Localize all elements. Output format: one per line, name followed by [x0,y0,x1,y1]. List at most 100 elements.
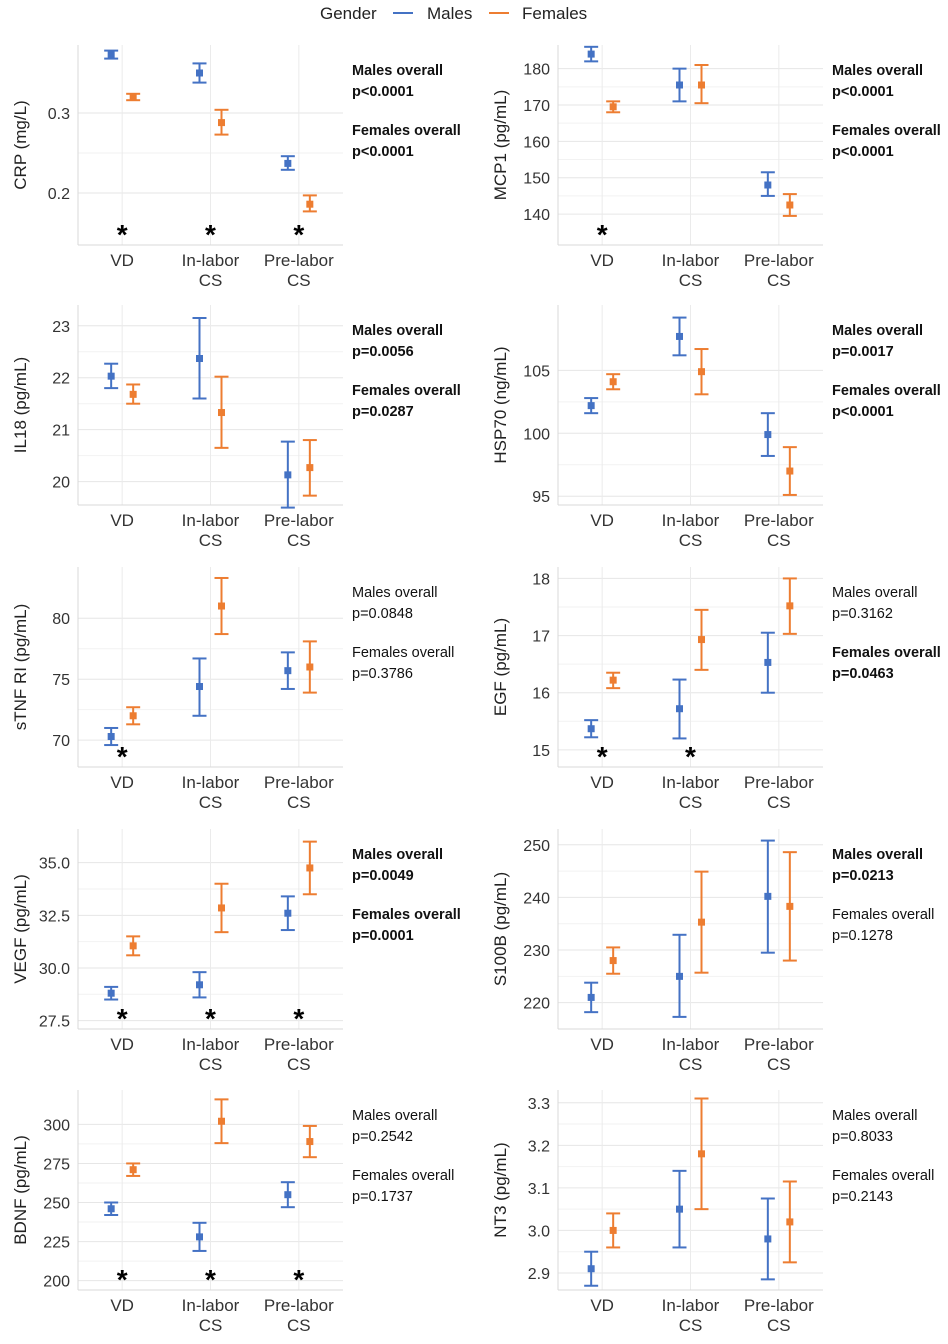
mean-point-males [196,1233,203,1241]
y-tick-label: 220 [523,996,550,1013]
x-tick-label: VD [590,511,614,530]
mean-point-females [609,1226,617,1234]
y-tick-label: 105 [523,363,550,380]
annotation-pvalue: p=0.0463 [832,666,894,682]
x-tick-label: VD [590,1035,614,1054]
x-tick-label: In-labor CS [662,251,720,290]
mean-point-females [698,1150,705,1158]
annotation-pvalue: p<0.0001 [352,84,414,100]
annotation-label: Females overall [832,383,941,399]
annotation-label: Females overall [352,645,454,661]
y-tick-label: 160 [523,134,550,151]
y-axis-label: BDNF (pg/mL) [11,1135,30,1245]
annotation-label: Males overall [352,323,443,339]
x-tick-label: VD [590,773,614,792]
annotation-pvalue: p<0.0001 [832,84,894,100]
annotation-pvalue: p=0.8033 [832,1129,893,1145]
mean-point-males [284,667,292,675]
significance-star: * [597,219,608,250]
mean-point-females [218,602,225,610]
mean-point-females [786,201,794,209]
y-tick-label: 225 [43,1235,70,1252]
mean-point-females [306,663,314,671]
x-tick-label: Pre-labor CS [264,1035,334,1074]
annotation-pvalue: p=0.0287 [352,404,414,420]
y-tick-label: 250 [523,838,550,855]
mean-point-males [107,51,115,59]
annotation-pvalue: p=0.0017 [832,344,894,360]
x-tick-label: Pre-labor CS [744,511,814,550]
significance-star: * [117,219,128,250]
mean-point-males [676,1205,683,1213]
x-tick-label: In-labor CS [182,251,240,290]
significance-star: * [685,741,696,772]
annotation-label: Males overall [352,1108,437,1124]
significance-star: * [293,1264,304,1295]
significance-star: * [293,1003,304,1034]
mean-point-females [129,390,137,398]
mean-point-females [218,1117,225,1125]
legend-males-label: Males [427,4,472,23]
chart-panel-5: 70 75 80 VD In-labor CS Pre-labor CS sTNF RI (pg… [11,567,454,812]
mean-point-females [609,676,617,684]
x-tick-label: Pre-labor CS [744,251,814,290]
annotation-label: Females overall [832,123,941,139]
significance-star: * [117,741,128,772]
y-tick-label: 22 [52,371,70,388]
y-tick-label: 23 [52,319,70,336]
significance-star: * [597,741,608,772]
mean-point-males [676,972,683,980]
mean-point-males [107,733,115,741]
mean-point-males [284,471,292,479]
significance-star: * [117,1003,128,1034]
mean-point-males [764,181,772,189]
y-tick-label: 3.0 [528,1223,550,1240]
annotation-label: Males overall [832,585,917,601]
significance-star: * [117,1264,128,1295]
x-tick-label: VD [110,251,134,270]
y-tick-label: 3.2 [528,1138,550,1155]
mean-point-females [129,712,137,720]
mean-point-males [764,1235,772,1243]
y-tick-label: 2.9 [528,1266,550,1283]
y-axis-label: CRP (mg/L) [11,100,30,189]
x-tick-label: VD [590,1296,614,1315]
annotation-pvalue: p=0.0213 [832,868,894,884]
mean-point-females [698,81,705,89]
chart-panel-6: 15 16 17 18 VD In-labor CS Pre-labor CS EGF (pg/m… [491,567,941,812]
mean-point-females [306,1138,314,1146]
annotation-pvalue: p<0.0001 [352,144,414,160]
mean-point-females [218,119,225,127]
y-axis-label: S100B (pg/mL) [491,872,510,986]
mean-point-males [107,1205,115,1213]
x-tick-label: VD [110,1035,134,1054]
y-tick-label: 0.3 [48,106,70,123]
mean-point-females [306,200,314,208]
x-tick-label: Pre-labor CS [744,1296,814,1335]
significance-star: * [293,219,304,250]
mean-point-males [196,981,203,989]
chart-panel-1: 0.2 0.3 VD In-labor CS Pre-labor CS CRP (mg/L) *… [11,45,461,290]
chart-panel-3: 20 21 22 23 VD In-labor CS Pre-labor CS IL18 (pg/… [11,305,461,550]
annotation-label: Females overall [352,907,461,923]
y-tick-label: 300 [43,1117,70,1134]
y-tick-label: 140 [523,207,550,224]
y-tick-label: 32.5 [39,908,70,925]
annotation-label: Females overall [352,1168,454,1184]
y-axis-label: VEGF (pg/mL) [11,874,30,984]
annotation-pvalue: p<0.0001 [832,144,894,160]
annotation-pvalue: p=0.2542 [352,1129,413,1145]
mean-point-males [587,725,595,733]
y-tick-label: 240 [523,890,550,907]
y-axis-label: sTNF RI (pg/mL) [11,604,30,731]
mean-point-females [786,1218,794,1226]
mean-point-females [609,957,617,965]
mean-point-males [676,705,683,713]
mean-point-males [676,81,683,89]
significance-star: * [205,1003,216,1034]
annotation-pvalue: p=0.1737 [352,1189,413,1205]
panels: 0.2 0.3 VD In-labor CS Pre-labor CS CRP (mg/L) *… [11,45,941,1335]
annotation-label: Females overall [352,123,461,139]
chart-panel-10: 2.9 3.0 3.1 3.2 3.3 VD In-labor CS Pre-labor CS NT… [491,1090,934,1335]
mean-point-females [698,918,705,926]
